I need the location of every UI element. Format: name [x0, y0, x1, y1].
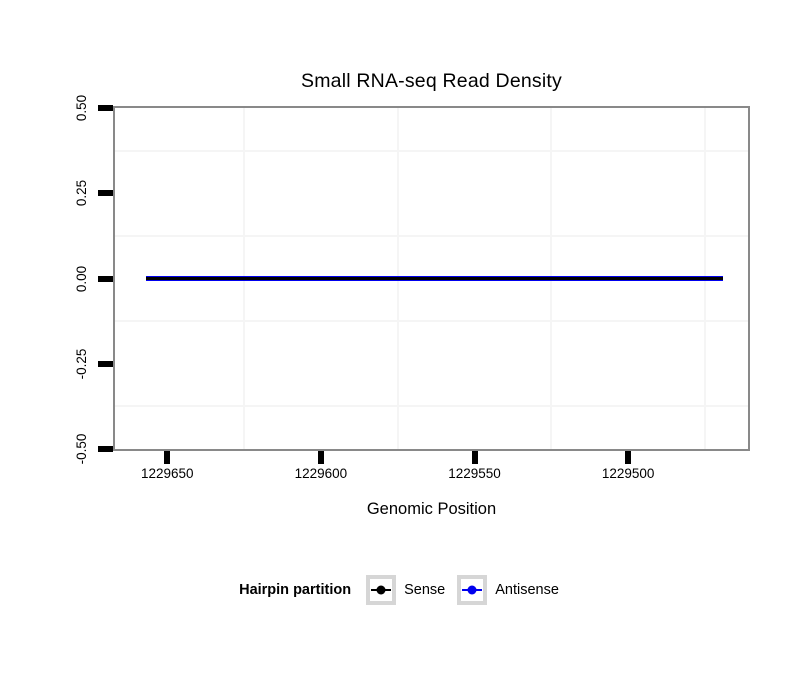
legend-point-icon [376, 585, 386, 595]
y-axis-tick [98, 105, 113, 111]
legend-line-icon [371, 585, 392, 595]
legend: Hairpin partition Sense Antisense [0, 573, 810, 607]
y-tick-label: 0.00 [74, 265, 89, 292]
x-axis-tick [164, 451, 171, 464]
legend-key-antisense [457, 575, 488, 605]
sense-line [145, 277, 724, 280]
legend-title: Hairpin partition [239, 582, 352, 598]
legend-key-sense [366, 575, 397, 605]
x-axis-title: Genomic Position [366, 500, 497, 518]
y-axis-tick [98, 275, 113, 282]
x-tick-label: 1229650 [140, 466, 194, 481]
y-axis-tick [98, 190, 113, 197]
gridline-minor-horizontal [115, 405, 748, 408]
y-tick-label: -0.50 [74, 433, 89, 465]
y-tick-label: 0.25 [74, 180, 89, 207]
gridline-minor-horizontal [115, 234, 748, 237]
legend-line-icon [462, 585, 483, 595]
gridline-minor-horizontal [115, 320, 748, 323]
legend-point-icon [467, 585, 477, 595]
y-tick-label: -0.25 [74, 348, 89, 380]
chart-title: Small RNA-seq Read Density [301, 70, 562, 92]
x-axis-tick [317, 451, 324, 464]
x-tick-label: 1229500 [601, 466, 655, 481]
gridline-minor-horizontal [115, 149, 748, 152]
y-tick-label: 0.50 [74, 94, 89, 122]
x-tick-label: 1229550 [448, 466, 501, 481]
y-axis-tick [98, 360, 113, 367]
legend-label-sense: Sense [404, 582, 446, 598]
x-axis-tick [625, 451, 632, 464]
legend-label-antisense: Antisense [495, 582, 559, 598]
plot-panel [115, 108, 748, 449]
x-tick-label: 1229600 [294, 466, 348, 481]
y-axis-tick [98, 446, 113, 452]
x-axis-tick [471, 451, 478, 464]
